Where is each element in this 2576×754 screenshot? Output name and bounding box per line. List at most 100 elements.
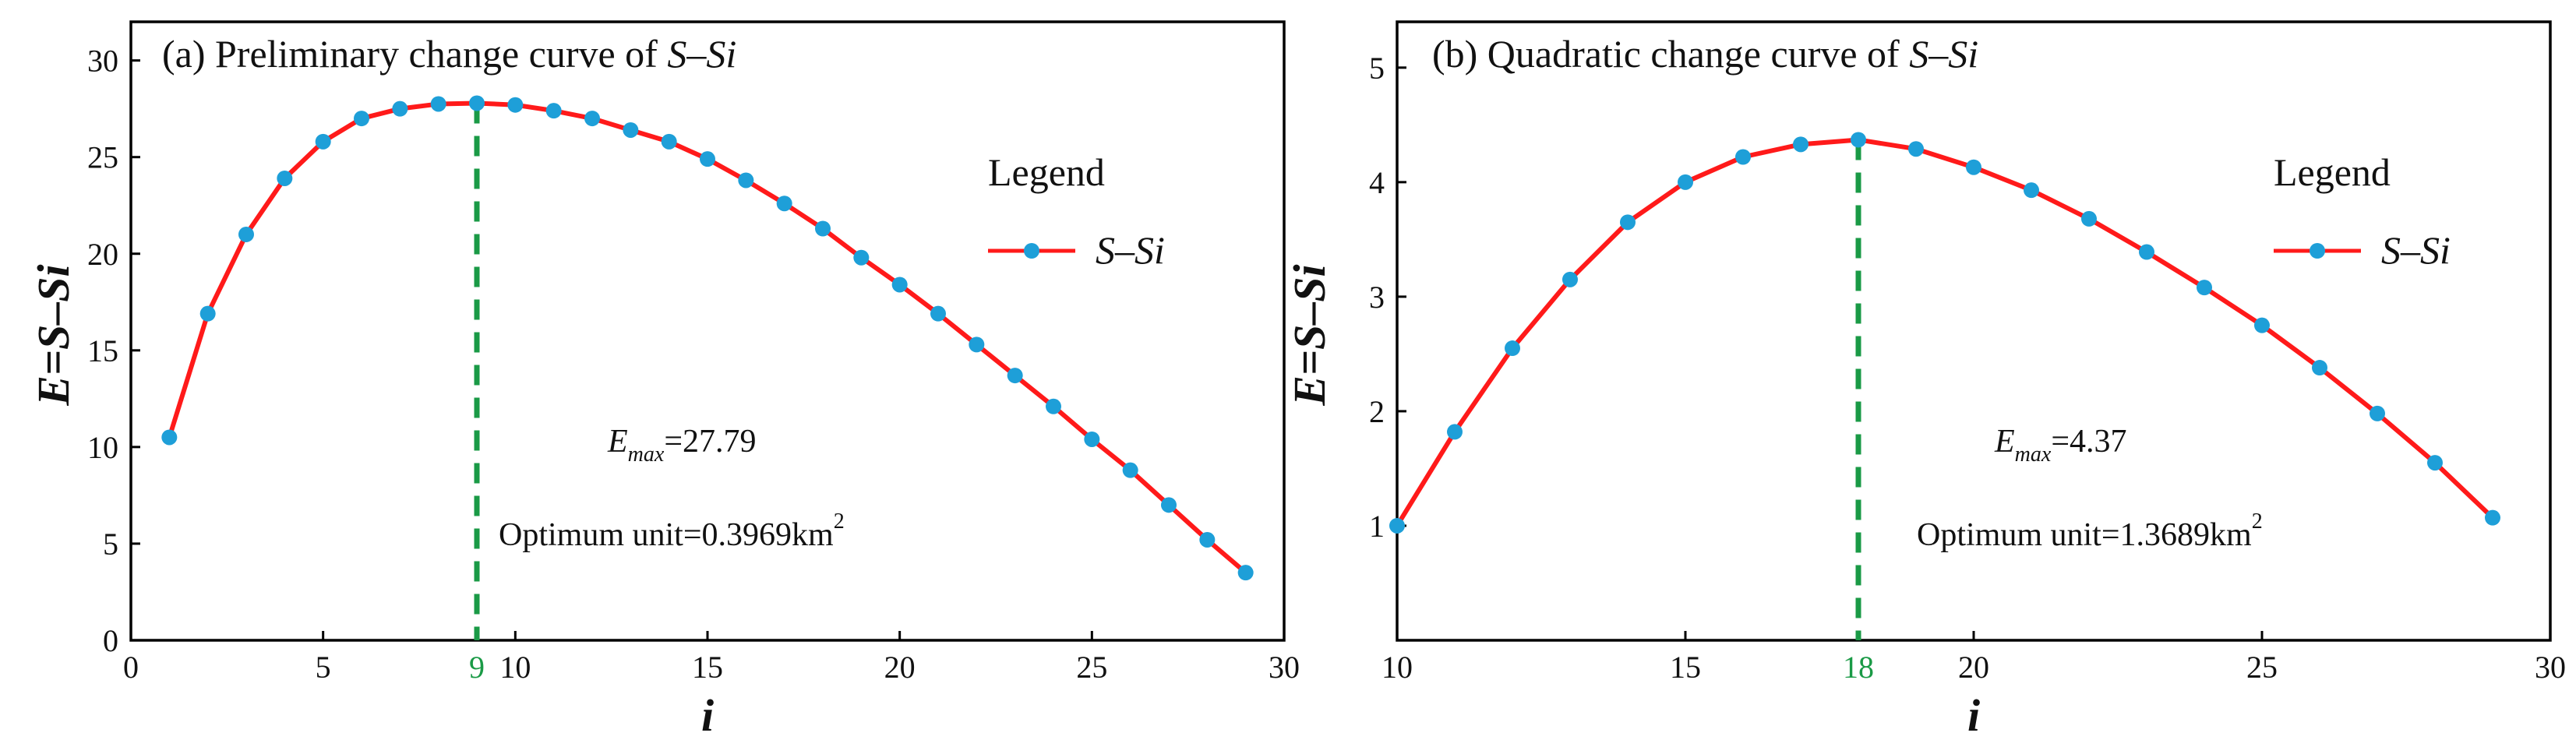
data-point-b-10 <box>1966 159 1981 175</box>
data-point-a-6 <box>392 100 408 117</box>
y-axis-label-b: E=S–Si <box>1284 264 1335 406</box>
x-tick-label-a-6: 30 <box>1269 650 1300 685</box>
data-point-a-5 <box>354 111 369 127</box>
data-point-a-8 <box>469 95 485 111</box>
data-point-b-13 <box>2139 244 2154 260</box>
x-tick-label-a-3: 15 <box>692 650 723 685</box>
legend-marker-b <box>2274 243 2361 259</box>
optimum-unit-annotation-a: Optimum unit=0.3969km2 <box>499 509 845 553</box>
data-point-a-2 <box>238 226 254 242</box>
data-point-a-16 <box>776 196 792 212</box>
chart-title-a: (a) Preliminary change curve of S–Si <box>162 32 736 76</box>
y-tick-label-b-0: 1 <box>1369 509 1385 544</box>
x-tick-label-a-0: 0 <box>123 650 139 685</box>
data-point-a-23 <box>1046 398 1061 414</box>
data-point-b-4 <box>1620 214 1636 231</box>
legend-title-a: Legend <box>988 150 1105 194</box>
x-tick-label-b-3: 25 <box>2246 650 2278 685</box>
y-tick-label-a-1: 5 <box>103 527 118 562</box>
data-point-b-18 <box>2427 455 2443 471</box>
x-tick-label-b-4: 30 <box>2535 650 2566 685</box>
data-point-b-3 <box>1562 271 1578 287</box>
data-point-a-19 <box>891 277 908 293</box>
legend-marker-a <box>988 243 1075 259</box>
data-point-a-15 <box>738 172 754 188</box>
data-point-a-17 <box>815 220 831 237</box>
data-point-a-26 <box>1161 497 1177 513</box>
optimum-guide-b: 18 <box>1838 139 1879 685</box>
data-point-b-16 <box>2312 360 2327 376</box>
data-point-a-18 <box>853 249 870 266</box>
data-point-a-21 <box>969 336 985 353</box>
x-tick-label-a-1: 5 <box>316 650 331 685</box>
data-point-a-1 <box>199 305 216 322</box>
axis-ticks-b: 10 15 20 25 30 1 2 3 4 5 <box>1369 51 2566 685</box>
y-tick-label-a-4: 20 <box>87 237 118 272</box>
data-point-a-4 <box>315 133 331 150</box>
data-point-b-6 <box>1735 149 1751 165</box>
y-tick-label-b-4: 5 <box>1369 51 1385 86</box>
legend-label-a: S–Si <box>1096 228 1165 272</box>
emax-annotation-b: Emax=4.37 <box>1994 424 2127 467</box>
data-series-a <box>161 95 1254 581</box>
x-tick-label-a-4: 20 <box>884 650 916 685</box>
legend-title-b: Legend <box>2274 150 2391 194</box>
x-tick-label-b-2: 20 <box>1958 650 1989 685</box>
y-tick-label-a-3: 15 <box>87 333 118 368</box>
data-point-a-20 <box>930 305 946 322</box>
data-point-a-28 <box>1237 565 1254 581</box>
data-point-a-9 <box>507 97 524 113</box>
data-point-a-7 <box>430 96 446 112</box>
optimum-x-label-a: 9 <box>469 650 485 685</box>
optimum-x-label-b: 18 <box>1843 650 1874 685</box>
data-point-b-2 <box>1505 340 1520 357</box>
x-tick-label-a-5: 25 <box>1076 650 1107 685</box>
data-point-b-17 <box>2370 405 2385 421</box>
series-line-b-0 <box>1395 137 2495 527</box>
axis-ticks-a: 0 5 10 15 20 25 30 0 5 10 15 20 25 30 <box>87 44 1300 685</box>
data-point-b-15 <box>2254 317 2270 333</box>
data-point-a-14 <box>700 151 715 167</box>
legend-dot-icon-a <box>1024 243 1039 259</box>
optimum-label-backing-a <box>465 651 489 685</box>
data-series-b <box>1389 132 2500 534</box>
x-tick-label-a-2: 10 <box>499 650 531 685</box>
data-point-b-5 <box>1678 174 1693 190</box>
optimum-guide-a: 9 <box>465 103 489 685</box>
chart-title-b: (b) Quadratic change curve of S–Si <box>1432 32 1978 76</box>
legend-dot-icon-b <box>2310 243 2325 259</box>
emax-annotation-a: Emax=27.79 <box>607 424 757 467</box>
y-tick-label-a-6: 30 <box>87 44 118 79</box>
x-axis-label-a: i <box>701 690 714 741</box>
legend-label-b: S–Si <box>2381 228 2451 272</box>
data-point-b-9 <box>1908 141 1924 157</box>
data-point-b-0 <box>1389 517 1405 534</box>
y-tick-label-a-2: 10 <box>87 430 118 465</box>
y-tick-label-b-2: 3 <box>1369 280 1385 315</box>
optimum-label-backing-b <box>1838 651 1879 685</box>
legend-a: Legend S–Si <box>988 150 1165 272</box>
data-point-a-3 <box>277 170 293 186</box>
y-tick-label-a-0: 0 <box>103 623 118 658</box>
data-point-a-13 <box>661 133 677 150</box>
y-axis-label-a: E=S–Si <box>28 264 79 406</box>
legend-b: Legend S–Si <box>2274 150 2451 272</box>
data-point-a-10 <box>545 103 562 119</box>
y-tick-label-b-1: 2 <box>1369 394 1385 429</box>
data-point-a-0 <box>161 429 178 446</box>
data-point-a-11 <box>584 111 600 127</box>
data-point-a-24 <box>1084 431 1100 447</box>
data-point-b-12 <box>2081 210 2097 227</box>
data-point-a-12 <box>623 122 639 138</box>
x-tick-label-b-1: 15 <box>1670 650 1701 685</box>
data-point-b-14 <box>2197 280 2212 296</box>
y-tick-label-a-5: 25 <box>87 140 118 175</box>
data-point-b-7 <box>1793 136 1808 153</box>
data-point-a-27 <box>1199 531 1216 548</box>
data-point-b-11 <box>2024 182 2039 199</box>
optimum-unit-annotation-b: Optimum unit=1.3689km2 <box>1917 509 2263 553</box>
y-tick-label-b-3: 4 <box>1369 165 1385 200</box>
data-point-b-19 <box>2485 509 2500 526</box>
x-tick-label-b-0: 10 <box>1382 650 1413 685</box>
